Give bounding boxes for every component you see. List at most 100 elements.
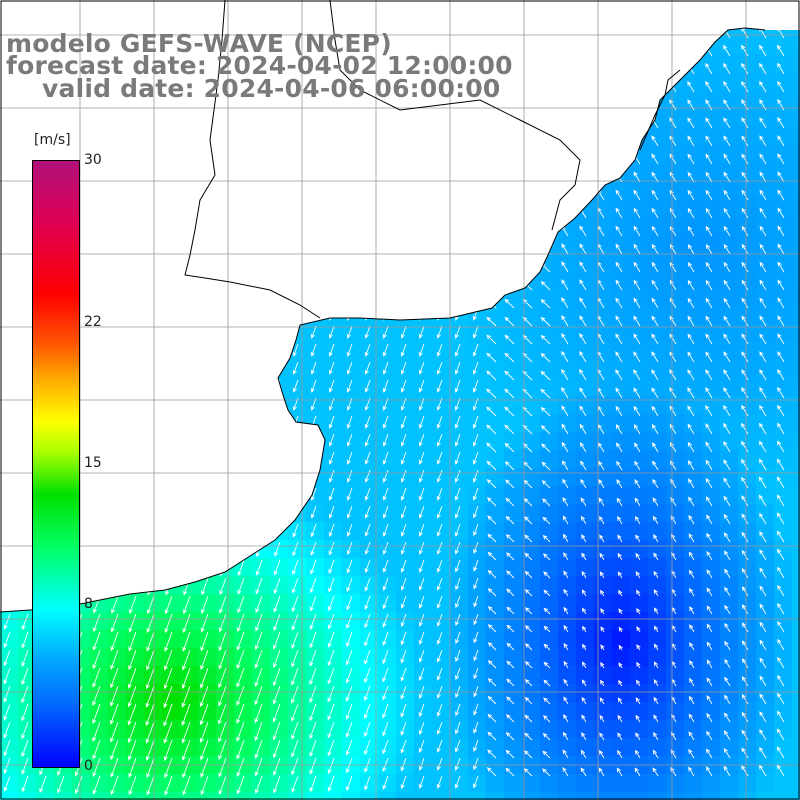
wind-arrow [218, 757, 227, 778]
wind-cell [648, 216, 667, 235]
wind-arrow [164, 631, 173, 652]
wind-cell [252, 684, 271, 703]
wind-arrow [4, 109, 11, 123]
wind-arrow [292, 325, 299, 339]
wind-arrow [256, 109, 263, 123]
wind-cell [396, 558, 415, 577]
wind-arrow [4, 253, 11, 267]
wind-arrow [505, 497, 515, 507]
wind-arrow [292, 523, 299, 538]
wind-arrow [184, 145, 191, 159]
wind-cell [792, 414, 800, 433]
wind-arrow [669, 225, 677, 237]
wind-arrow [636, 607, 641, 615]
wind-cell [198, 612, 217, 631]
wind-arrow [328, 505, 335, 519]
wind-cell [558, 612, 577, 631]
wind-cell [576, 252, 595, 271]
wind-arrow [238, 199, 245, 213]
wind-arrow [274, 343, 281, 357]
wind-arrow [273, 595, 281, 613]
wind-arrow [635, 732, 641, 741]
wind-arrow [633, 261, 641, 273]
wind-arrow [202, 199, 209, 213]
wind-arrow [218, 775, 227, 795]
wind-arrow [272, 703, 281, 723]
wind-arrow [759, 225, 767, 237]
wind-arrow [346, 451, 353, 465]
wind-arrow [4, 127, 11, 141]
wind-cell [738, 450, 757, 469]
wind-cell [396, 486, 415, 505]
wind-arrow [400, 631, 407, 646]
wind-arrow [346, 433, 353, 447]
wind-cell [630, 306, 649, 325]
wind-arrow [506, 552, 515, 561]
wind-cell [792, 738, 800, 757]
wind-arrow [328, 559, 335, 575]
wind-arrow [688, 551, 695, 561]
wind-cell [468, 594, 487, 613]
wind-cell [486, 612, 505, 631]
wind-cell [666, 450, 685, 469]
wind-cell [738, 54, 757, 73]
wind-cell [234, 666, 253, 685]
wind-cell [576, 558, 595, 577]
wind-cell [504, 720, 523, 739]
wind-arrow [292, 469, 299, 483]
wind-arrow [436, 757, 443, 771]
wind-arrow [454, 559, 461, 573]
wind-arrow [472, 361, 479, 375]
wind-cell [198, 720, 217, 739]
wind-arrow [292, 253, 299, 267]
wind-arrow [92, 685, 101, 707]
wind-cell [738, 414, 757, 433]
wind-arrow [92, 613, 101, 633]
wind-arrow [486, 497, 497, 507]
wind-cell [396, 594, 415, 613]
wind-arrow [472, 181, 479, 195]
wind-arrow [256, 469, 263, 483]
wind-cell [90, 738, 109, 757]
wind-cell [702, 126, 721, 145]
wind-cell [576, 576, 595, 595]
wind-cell [450, 558, 469, 577]
wind-arrow [472, 73, 479, 87]
wind-arrow [346, 325, 353, 339]
wind-arrow [706, 550, 713, 561]
wind-arrow [22, 19, 29, 33]
wind-arrow [310, 235, 317, 249]
wind-cell [684, 216, 703, 235]
wind-arrow [382, 559, 389, 573]
border-line [329, 0, 581, 231]
wind-arrow [4, 433, 11, 447]
wind-arrow [651, 387, 659, 399]
wind-arrow [741, 567, 749, 579]
wind-cell [540, 648, 559, 667]
wind-cell [630, 648, 649, 667]
wind-arrow [486, 244, 497, 255]
wind-arrow [777, 261, 785, 273]
wind-cell [540, 468, 559, 487]
wind-cell [522, 360, 541, 379]
wind-arrow [454, 415, 461, 429]
wind-cell [324, 558, 343, 577]
wind-cell [594, 648, 613, 667]
wind-arrow [145, 667, 155, 690]
wind-arrow [724, 658, 731, 669]
wind-cell [630, 702, 649, 721]
wind-arrow [218, 667, 227, 689]
wind-cell [684, 666, 703, 685]
wind-cell [432, 594, 451, 613]
wind-cell [702, 504, 721, 523]
wind-cell [792, 648, 800, 667]
wind-cell [522, 738, 541, 757]
wind-arrow [218, 649, 227, 670]
wind-arrow [472, 289, 479, 303]
wind-arrow [238, 109, 245, 123]
wind-arrow [581, 714, 587, 723]
wind-cell [522, 450, 541, 469]
wind-cell [612, 270, 631, 289]
wind-arrow [436, 469, 443, 483]
wind-cell [720, 432, 739, 451]
